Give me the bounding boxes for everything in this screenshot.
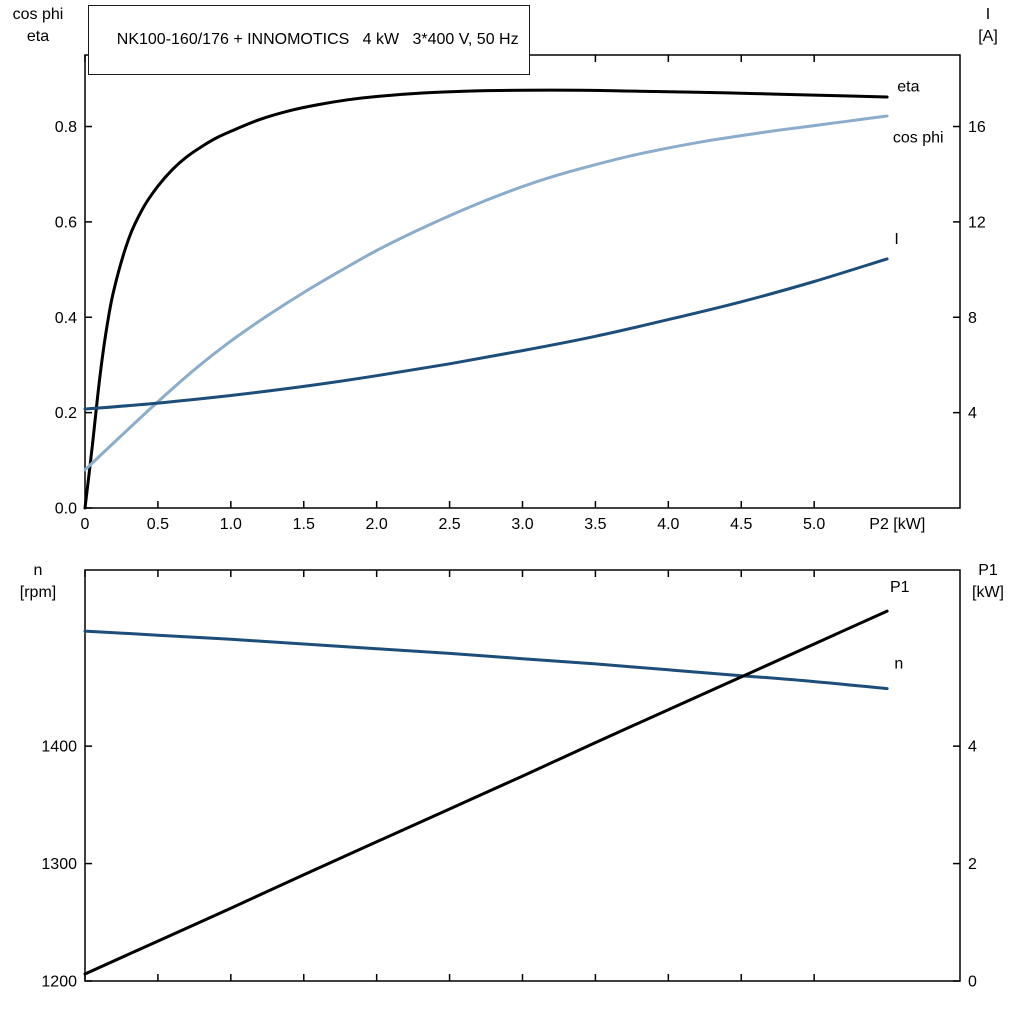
chart-title-box: NK100-160/176 + INNOMOTICS 4 kW 3*400 V,… [88,5,530,75]
chart-title: NK100-160/176 + INNOMOTICS 4 kW 3*400 V,… [116,31,519,48]
right-axis-tick-label: 8 [968,310,977,327]
axis-title-p1: P1 [978,562,998,579]
x-axis-tick-label: 1.0 [220,516,242,533]
curve-eta [83,88,889,510]
i-curve-label: I [894,231,898,248]
n-curve-label: n [894,655,903,672]
left-axis-tick-label: 0.2 [55,405,77,422]
curve-cos_phi [83,114,889,472]
bottom-right-axis-title: P1 [kW] [956,560,1020,604]
left-axis-tick-label: 0.0 [55,501,77,518]
axis-title-current: I [985,6,991,23]
right-axis-tick-label: 12 [968,214,986,231]
x-axis-tick-label: 3.5 [584,516,606,533]
chart-panel-1: 1200 1300 1400 0 2 4 P1 n [41,569,977,991]
left-axis-tick-label: 1300 [41,856,77,873]
x-axis-tick-label: 4.5 [730,516,752,533]
axis-title-current-unit: [A] [978,28,998,45]
curve-p1 [83,609,889,976]
x-axis-tick-label: 5.0 [803,516,825,533]
chart-panel-0: 0 0.5 1.0 1.5 2.0 2.5 3.0 3.5 4.0 4.5 5.0 P2 [kW] 0.… [55,54,986,533]
right-axis-tick-label: 4 [968,739,977,756]
x-axis-tick-label: 3.0 [511,516,533,533]
cos-phi-curve-label: cos phi [893,130,944,147]
x-axis-tick-label: 1.5 [293,516,315,533]
eta-curve-label: eta [897,78,919,95]
x-axis-tick-label: 0 [81,516,90,533]
axis-title-cos-phi: cos phi [12,6,64,23]
x-axis-tick-label: 0.5 [147,516,169,533]
axis-title-speed-unit: [rpm] [19,584,57,601]
curve-current [83,257,889,411]
x-axis-unit-label: P2 [kW] [869,516,925,533]
curve-speed [83,629,889,691]
top-left-axis-title: cos phi eta [2,4,74,48]
top-right-axis-title: I [A] [956,4,1020,48]
left-axis-tick-label: 0.6 [55,214,77,231]
x-axis-tick-label: 2.5 [438,516,460,533]
x-axis-tick-label: 4.0 [657,516,679,533]
right-axis-tick-label: 0 [968,974,977,991]
right-axis-tick-label: 2 [968,856,977,873]
left-axis-tick-label: 0.8 [55,119,77,136]
left-axis-tick-label: 1200 [41,974,77,991]
axis-title-p1-unit: [kW] [972,584,1004,601]
bottom-left-axis-title: n [rpm] [2,560,74,604]
x-axis-tick-label: 2.0 [366,516,388,533]
axis-title-eta: eta [26,28,50,45]
axis-title-speed: n [33,562,43,579]
left-axis-tick-label: 0.4 [55,310,77,327]
right-axis-tick-label: 16 [968,119,986,136]
left-axis-tick-label: 1400 [41,739,77,756]
p1-curve-label: P1 [890,579,910,596]
right-axis-tick-label: 4 [968,405,977,422]
